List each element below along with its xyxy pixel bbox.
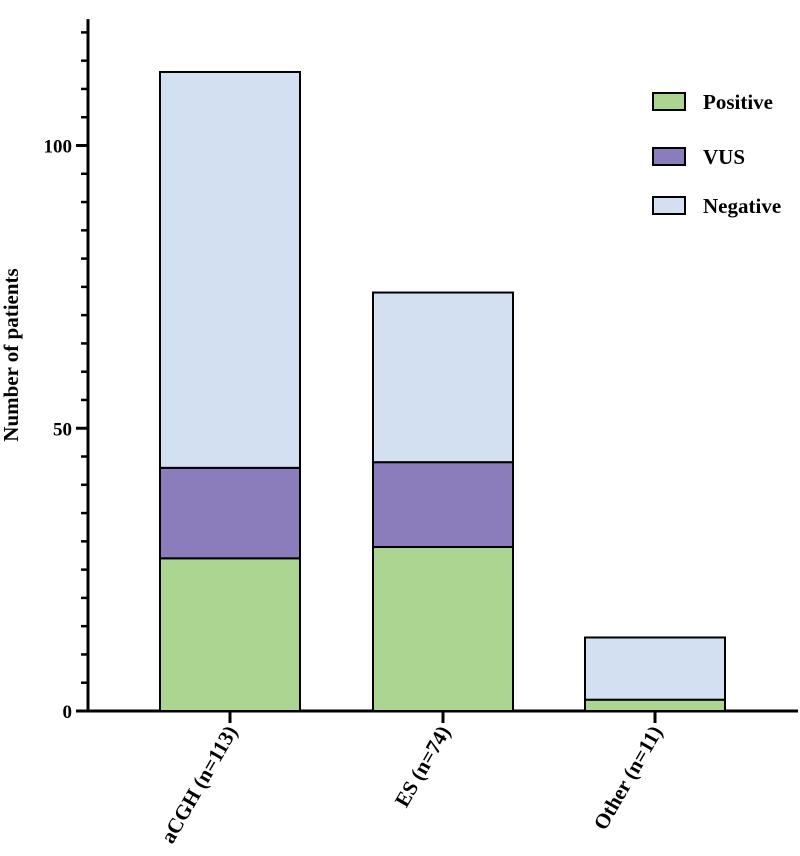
bar-segment-vus bbox=[159, 466, 301, 560]
bar-segment-negative bbox=[159, 70, 301, 469]
x-tick-label: Other (n=11) bbox=[589, 722, 668, 834]
x-tick-label: aCGH (n=113) bbox=[156, 721, 243, 847]
bars bbox=[159, 70, 726, 713]
legend-label-negative: Negative bbox=[703, 194, 781, 218]
legend-swatch-negative bbox=[652, 196, 686, 215]
y-axis: 0 50 100 bbox=[44, 19, 90, 723]
bar-segment-vus bbox=[372, 461, 514, 549]
legend-swatch-positive bbox=[652, 92, 686, 111]
legend-swatch-vus bbox=[652, 147, 686, 166]
y-axis-title: Number of patients bbox=[0, 268, 23, 441]
bar-segment-negative bbox=[372, 291, 514, 464]
legend: Positive VUS Negative bbox=[652, 90, 781, 218]
x-tick-label: ES (n=74) bbox=[390, 722, 456, 812]
bar-segment-positive bbox=[584, 698, 726, 713]
bar-segment-positive bbox=[372, 546, 514, 712]
y-tick-label: 0 bbox=[63, 702, 73, 723]
y-tick-label: 100 bbox=[44, 137, 73, 158]
bar-segment-positive bbox=[159, 557, 301, 712]
x-axis: aCGH (n=113) ES (n=74) Other (n=11) bbox=[86, 709, 798, 847]
bar-segment-negative bbox=[584, 636, 726, 701]
y-tick-label: 50 bbox=[53, 419, 72, 440]
legend-label-vus: VUS bbox=[703, 145, 745, 169]
legend-label-positive: Positive bbox=[703, 90, 773, 114]
